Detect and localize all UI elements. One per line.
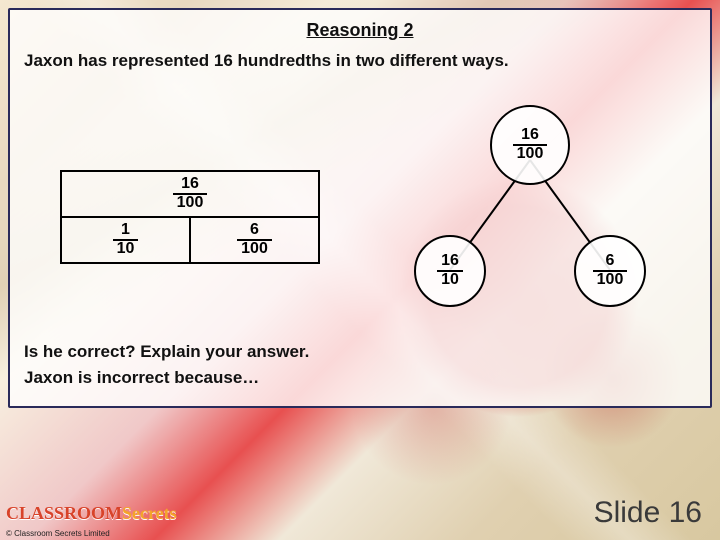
bar-model-part-cell: 1 10 [62, 218, 189, 262]
fraction-numerator: 16 [173, 176, 208, 195]
fraction-numerator: 1 [113, 222, 139, 241]
bar-model-whole-cell: 16 100 [62, 172, 318, 216]
fraction-denominator: 100 [513, 146, 548, 163]
fraction: 6 100 [237, 222, 272, 258]
content-frame: Reasoning 2 Jaxon has represented 16 hun… [8, 8, 712, 408]
part-whole-part-circle: 6 100 [574, 235, 646, 307]
fraction-denominator: 100 [237, 241, 272, 258]
fraction-denominator: 100 [173, 195, 208, 212]
fraction: 16 100 [513, 127, 548, 163]
bar-model: 16 100 1 10 6 100 [60, 170, 320, 264]
fraction-numerator: 16 [437, 253, 463, 272]
bar-model-whole-row: 16 100 [60, 170, 320, 218]
bar-model-parts-row: 1 10 6 100 [60, 218, 320, 264]
fraction: 16 100 [173, 176, 208, 212]
slide-title: Reasoning 2 [24, 20, 696, 41]
fraction-numerator: 6 [593, 253, 628, 272]
fraction-denominator: 10 [437, 272, 463, 289]
copyright-text: © Classroom Secrets Limited [6, 529, 110, 538]
fraction: 16 10 [437, 253, 463, 289]
slide-number: Slide 16 [594, 496, 702, 530]
fraction: 1 10 [113, 222, 139, 258]
prompt-text: Jaxon has represented 16 hundredths in t… [24, 51, 696, 71]
logo-word-a: CLASSROOM [6, 503, 122, 523]
part-whole-whole-circle: 16 100 [490, 105, 570, 185]
fraction-numerator: 16 [513, 127, 548, 146]
brand-logo: CLASSROOMSecrets [6, 503, 177, 524]
logo-word-b: Secrets [122, 503, 177, 523]
part-whole-model: 16 100 16 10 6 100 [390, 100, 670, 320]
fraction-denominator: 10 [113, 241, 139, 258]
bar-model-part-cell: 6 100 [189, 218, 318, 262]
answer-stem: Jaxon is incorrect because… [24, 368, 696, 388]
part-whole-part-circle: 16 10 [414, 235, 486, 307]
fraction-numerator: 6 [237, 222, 272, 241]
slide-background: Reasoning 2 Jaxon has represented 16 hun… [0, 0, 720, 540]
question-text: Is he correct? Explain your answer. [24, 342, 696, 362]
fraction: 6 100 [593, 253, 628, 289]
fraction-denominator: 100 [593, 272, 628, 289]
